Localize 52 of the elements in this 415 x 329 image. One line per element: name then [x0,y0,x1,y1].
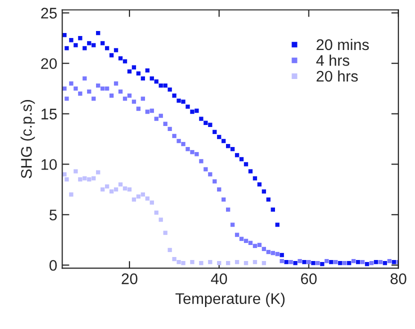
point [176,260,181,264]
y-tick-label: 25 [41,8,57,19]
legend-label: 20 hrs [316,70,358,82]
point [122,186,128,191]
y-tick-label: 20 [41,58,57,70]
y-tick-label: 15 [42,108,57,120]
point [234,260,240,264]
point [62,172,67,176]
point [140,192,146,197]
y-tick-label: 5 [50,210,57,220]
point [168,248,172,252]
point [158,218,163,222]
point [114,187,118,192]
point [226,261,230,266]
legend-label: 4 hrs [316,54,350,66]
point [92,176,96,180]
point [69,192,74,197]
point [104,184,110,188]
point [208,260,212,264]
point [118,182,123,186]
point [217,261,222,266]
x-tick-label: 40 [210,273,228,284]
point [150,200,154,205]
y-tick-label: 0 [49,260,57,271]
x-tick-label: 20 [122,273,138,284]
point [199,261,204,266]
x-axis-title: Temperature (K) [175,292,285,308]
point [181,261,186,266]
point [172,256,176,262]
point [244,261,248,266]
point [87,177,92,182]
legend-label: 20 mins [316,38,369,50]
point [82,176,87,180]
point [109,189,114,194]
point [252,260,258,264]
point [96,170,100,174]
point [154,210,158,215]
y-axis-title: SHG (c.p.s) [20,100,35,178]
point [262,261,266,266]
point [64,177,69,182]
point [190,260,194,264]
y-tick-label: 10 [42,159,57,170]
point [100,187,105,192]
point [136,194,141,199]
point [127,187,132,192]
point [132,197,136,202]
point [74,169,78,174]
point [78,177,82,182]
point [163,230,168,235]
x-tick-label: 60 [301,273,317,284]
x-tick-label: 80 [390,273,406,284]
point [145,196,150,201]
